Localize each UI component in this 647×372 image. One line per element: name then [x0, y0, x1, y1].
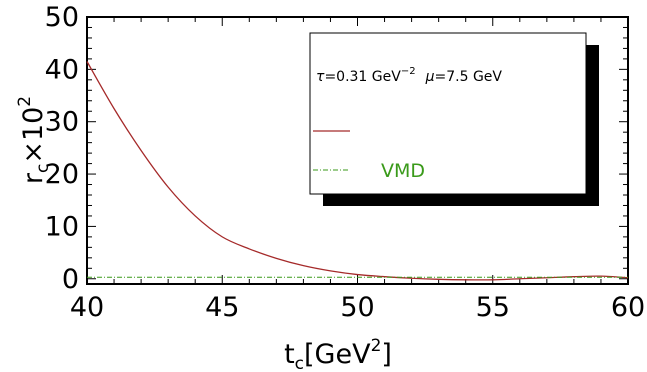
y-tick-label: 40	[45, 54, 79, 85]
legend-label-vmd: VMD	[381, 160, 425, 182]
x-tick-labels: 40 45 50 55 60	[70, 292, 645, 323]
legend-box	[309, 32, 587, 195]
y-tick-label: 20	[45, 159, 79, 190]
tick-marks	[86, 16, 629, 284]
y-tick-label: 10	[45, 211, 79, 242]
y-tick-labels: 0 10 20 30 40 50	[45, 2, 79, 295]
x-tick-label: 45	[205, 292, 239, 323]
x-tick-label: 50	[340, 292, 374, 323]
y-tick-label: 50	[45, 2, 79, 33]
series-group	[86, 61, 629, 281]
x-tick-label: 60	[611, 292, 645, 323]
y-axis-title: rc×102	[15, 96, 53, 184]
x-axis-title: tc[GeV2]	[284, 336, 392, 372]
y-tick-label: 0	[62, 264, 79, 295]
x-tick-label: 55	[476, 292, 510, 323]
legend: τ=0.31 GeV−2 μ=7.5 GeV VMD	[309, 32, 599, 206]
x-tick-label: 40	[70, 292, 104, 323]
y-tick-label: 30	[45, 107, 79, 138]
series-line-1	[86, 61, 629, 281]
legend-annotation: τ=0.31 GeV−2 μ=7.5 GeV	[316, 66, 502, 85]
